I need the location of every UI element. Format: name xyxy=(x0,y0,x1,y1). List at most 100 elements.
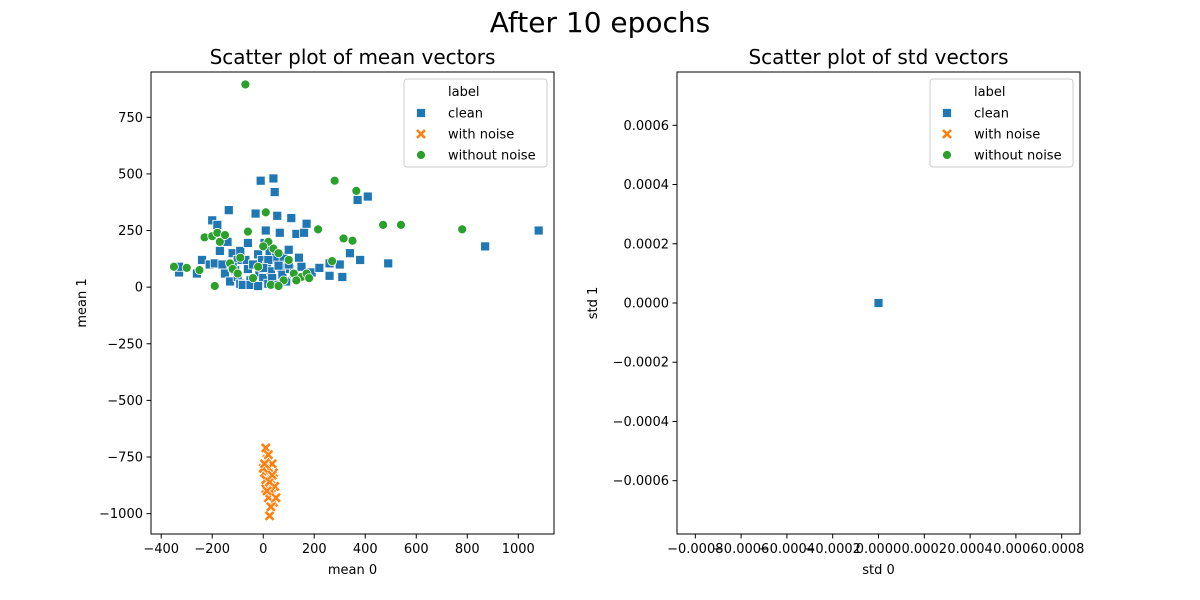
point-with-noise xyxy=(264,476,275,487)
point-clean xyxy=(480,241,491,252)
chart-title: Scatter plot of std vectors xyxy=(748,45,1008,69)
point-clean xyxy=(260,225,271,236)
legend-title: label xyxy=(448,85,479,100)
data-points xyxy=(873,298,884,308)
x-tick-label: 0 xyxy=(259,542,267,557)
x-tick-label: 1000 xyxy=(502,542,535,557)
x-axis-label: mean 0 xyxy=(328,563,377,578)
x-tick-label: 400 xyxy=(353,542,378,557)
point-with-noise xyxy=(259,458,270,469)
point-without-noise xyxy=(457,224,468,235)
y-axis-label: mean 1 xyxy=(75,278,90,327)
point-with-noise xyxy=(262,486,272,496)
point-without-noise xyxy=(220,230,230,240)
legend-label-with-noise: with noise xyxy=(974,128,1040,143)
point-clean xyxy=(296,261,307,272)
x-axis-label: std 0 xyxy=(862,563,895,578)
point-with-noise xyxy=(260,443,271,453)
legend: label clean with noise without noise xyxy=(403,78,548,168)
point-clean xyxy=(273,260,284,271)
y-tick-label: −0.0002 xyxy=(613,356,669,371)
x-tick-label: −0.0004 xyxy=(759,542,815,557)
legend-box xyxy=(929,78,1074,168)
point-clean xyxy=(255,175,266,186)
point-without-noise xyxy=(313,224,323,235)
point-without-noise xyxy=(351,185,362,196)
point-without-noise xyxy=(260,207,271,218)
point-with-noise xyxy=(265,501,276,512)
legend-title: label xyxy=(974,85,1005,100)
point-clean xyxy=(243,238,253,248)
x-tick-label: 0.0004 xyxy=(947,542,993,557)
point-with-noise xyxy=(264,510,275,521)
point-clean xyxy=(250,208,261,219)
point-clean xyxy=(299,227,309,238)
legend-marker-with-noise xyxy=(942,129,952,139)
point-without-noise xyxy=(329,175,340,186)
axes-frame xyxy=(150,71,555,535)
legend-marker-without-noise xyxy=(942,150,952,160)
legend-label-without-noise: without noise xyxy=(974,149,1062,164)
point-clean xyxy=(533,225,544,236)
x-tick-label: −0.0008 xyxy=(667,542,723,557)
x-tick-label: 0.0008 xyxy=(1039,542,1085,557)
x-tick-label: 600 xyxy=(404,542,429,557)
point-clean xyxy=(272,210,283,221)
y-tick-label: −500 xyxy=(107,394,143,409)
point-with-noise xyxy=(271,492,281,503)
point-without-noise xyxy=(347,235,358,246)
chart-title: Scatter plot of mean vectors xyxy=(210,45,496,69)
point-without-noise xyxy=(181,262,192,273)
chart-panel-1: Scatter plot of mean vectors −400 −200 0 200… xyxy=(75,45,555,578)
point-without-noise xyxy=(194,265,205,276)
point-clean xyxy=(314,262,325,273)
x-tick-label: −400 xyxy=(143,542,179,557)
point-clean xyxy=(294,252,304,263)
point-clean xyxy=(355,255,366,265)
point-clean xyxy=(283,244,294,255)
legend-label-clean: clean xyxy=(974,107,1009,122)
figure-title: After 10 epochs xyxy=(489,6,711,39)
x-tick-label: −0.0002 xyxy=(805,542,861,557)
point-with-noise xyxy=(263,449,274,460)
point-without-noise xyxy=(283,255,294,265)
y-tick-label: 750 xyxy=(118,111,143,126)
point-without-noise xyxy=(378,219,389,230)
legend-marker-with-noise xyxy=(416,129,426,139)
point-without-noise xyxy=(169,261,179,272)
point-without-noise xyxy=(338,233,349,244)
point-clean xyxy=(383,258,394,269)
x-tick-label: 0.0002 xyxy=(902,542,948,557)
point-with-noise xyxy=(267,470,278,481)
point-without-noise xyxy=(258,241,269,252)
point-clean xyxy=(337,272,348,282)
point-clean xyxy=(324,270,335,281)
point-clean xyxy=(269,187,280,197)
legend-label-with-noise: with noise xyxy=(448,128,514,143)
point-without-noise xyxy=(304,273,315,283)
x-tick-label: 200 xyxy=(302,542,327,557)
point-without-noise xyxy=(209,281,220,291)
point-without-noise xyxy=(232,268,243,279)
y-tick-label: 0.0002 xyxy=(624,237,670,252)
y-tick-label: −750 xyxy=(107,451,143,466)
y-tick-label: 0.0006 xyxy=(624,119,670,134)
point-without-noise xyxy=(248,273,258,283)
point-clean xyxy=(220,268,230,279)
x-tick-label: 0.0006 xyxy=(993,542,1039,557)
chart-panel-2: Scatter plot of std vectors−0.0008−0.000… xyxy=(586,45,1084,578)
point-clean xyxy=(214,246,225,256)
point-clean xyxy=(362,191,373,202)
x-tick-label: −200 xyxy=(194,542,230,557)
point-without-noise xyxy=(396,219,406,230)
x-tick-label: −0.0006 xyxy=(713,542,769,557)
point-without-noise xyxy=(253,261,264,272)
x-tick-label: 800 xyxy=(455,542,480,557)
legend-label-without-noise: without noise xyxy=(448,149,536,164)
y-tick-label: 0 xyxy=(135,281,143,296)
point-without-noise xyxy=(273,281,284,291)
point-without-noise xyxy=(291,275,302,286)
point-without-noise xyxy=(243,226,253,237)
point-clean xyxy=(873,298,884,308)
point-clean xyxy=(301,218,312,229)
